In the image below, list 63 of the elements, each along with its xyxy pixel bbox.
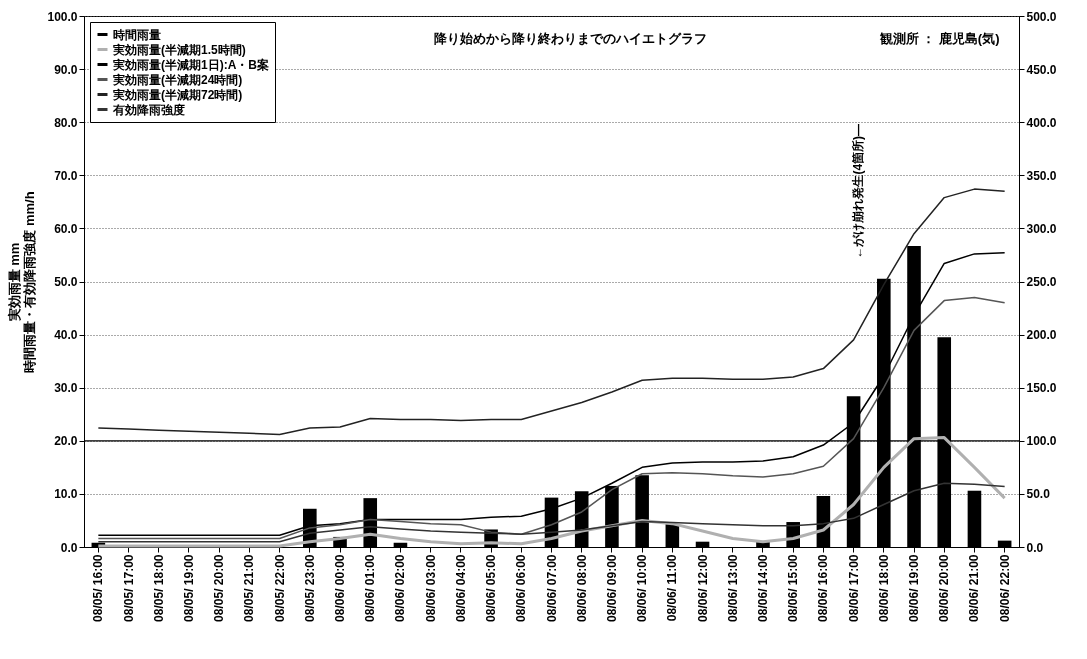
x-tick-label: 08/05/ 18:00	[151, 554, 166, 622]
x-tick-label: 08/05/ 22:00	[272, 554, 287, 622]
y2-tick-label: 200.0	[1026, 328, 1057, 343]
x-tick-label: 08/05/ 19:00	[181, 554, 196, 622]
y-tick-label: 50.0	[54, 275, 78, 289]
y-tick-label: 70.0	[54, 168, 78, 183]
x-tick-label: 08/06/ 17:00	[846, 554, 861, 622]
y2-tick-label: 150.0	[1026, 381, 1057, 396]
x-tick-label: 08/05/ 20:00	[212, 554, 227, 622]
x-tick-label: 08/06/ 09:00	[604, 554, 619, 622]
x-tick-label: 08/06/ 01:00	[363, 554, 378, 622]
text: 降り始めから降り終わりまでのハイエトグラフ	[433, 30, 707, 46]
x-tick-label: 08/05/ 17:00	[121, 554, 136, 622]
x-tick-label: 08/06/ 18:00	[876, 554, 891, 622]
x-tick-label: 08/06/ 00:00	[333, 554, 348, 622]
y-axis-title: 実効雨量 mm 時間雨量・有効降雨強度 mm/h	[7, 191, 38, 373]
y2-tick-label: 450.0	[1026, 62, 1057, 77]
y-tick-label: 10.0	[54, 487, 78, 502]
y-tick-label: 40.0	[54, 328, 78, 343]
x-tick-label: 08/06/ 15:00	[786, 554, 801, 622]
y2-tick-label: 300.0	[1026, 221, 1057, 236]
x-tick-label: 08/06/ 05:00	[484, 554, 499, 622]
x-tick-label: 08/06/ 19:00	[907, 554, 922, 622]
x-tick-label: 08/06/ 12:00	[695, 554, 710, 622]
y2-tick-label: 250.0	[1026, 275, 1057, 289]
y2-tick-label: 50.0	[1026, 487, 1051, 502]
legend-label: 時間雨量	[113, 27, 161, 42]
x-tick-label: 08/06/ 10:00	[635, 554, 650, 622]
x-tick-label: 08/06/ 07:00	[544, 554, 559, 622]
x-tick-label: 08/05/ 16:00	[91, 554, 106, 622]
x-tick-label: 08/06/ 16:00	[816, 554, 831, 622]
y2-tick-label: 350.0	[1026, 168, 1057, 183]
y-tick-label: 60.0	[54, 221, 78, 236]
y2-tick-label: 100.0	[1026, 434, 1057, 449]
annotation: 観測所 ： 鹿児島(気)	[878, 30, 1000, 46]
legend-label: 実効雨量(半減期1.5時間)	[112, 42, 246, 57]
x-tick-label: 08/06/ 22:00	[997, 554, 1012, 622]
x-tick-label: 08/06/ 02:00	[393, 554, 408, 622]
y-tick-label: 30.0	[54, 381, 78, 396]
x-tick-label: 08/05/ 23:00	[302, 554, 317, 622]
x-tick-label: 08/06/ 03:00	[423, 554, 438, 622]
y-tick-label: 100.0	[47, 9, 78, 24]
legend-label: 実効雨量(半減期1日):A・B案	[112, 57, 269, 72]
x-tick-label: 08/06/ 13:00	[725, 554, 740, 622]
y-tick-label: 20.0	[54, 434, 78, 449]
x-tick-label: 08/06/ 11:00	[665, 554, 680, 622]
x-tick-label: 08/06/ 21:00	[967, 554, 982, 622]
x-tick-label: 08/06/ 20:00	[937, 554, 952, 622]
x-tick-label: 08/06/ 04:00	[453, 554, 468, 622]
y-tick-label: 90.0	[54, 62, 78, 77]
legend-label: 有効降雨強度	[112, 102, 185, 117]
y-tick-label: 0.0	[60, 540, 78, 555]
x-tick-label: 08/06/ 08:00	[574, 554, 589, 622]
legend-label: 実効雨量(半減期24時間)	[112, 72, 243, 87]
y2-tick-label: 400.0	[1026, 115, 1057, 130]
x-tick-label: 08/05/ 21:00	[242, 554, 257, 622]
y2-tick-label: 0.0	[1026, 540, 1044, 555]
x-tick-label: 08/06/ 06:00	[514, 554, 529, 622]
annotation: ←がけ崩れ発生(4箇所)—	[851, 123, 866, 259]
y2-tick-label: 500.0	[1026, 9, 1057, 24]
x-tick-label: 08/06/ 14:00	[755, 554, 770, 622]
legend-label: 実効雨量(半減期72時間)	[112, 87, 243, 102]
y-tick-label: 80.0	[54, 115, 78, 130]
